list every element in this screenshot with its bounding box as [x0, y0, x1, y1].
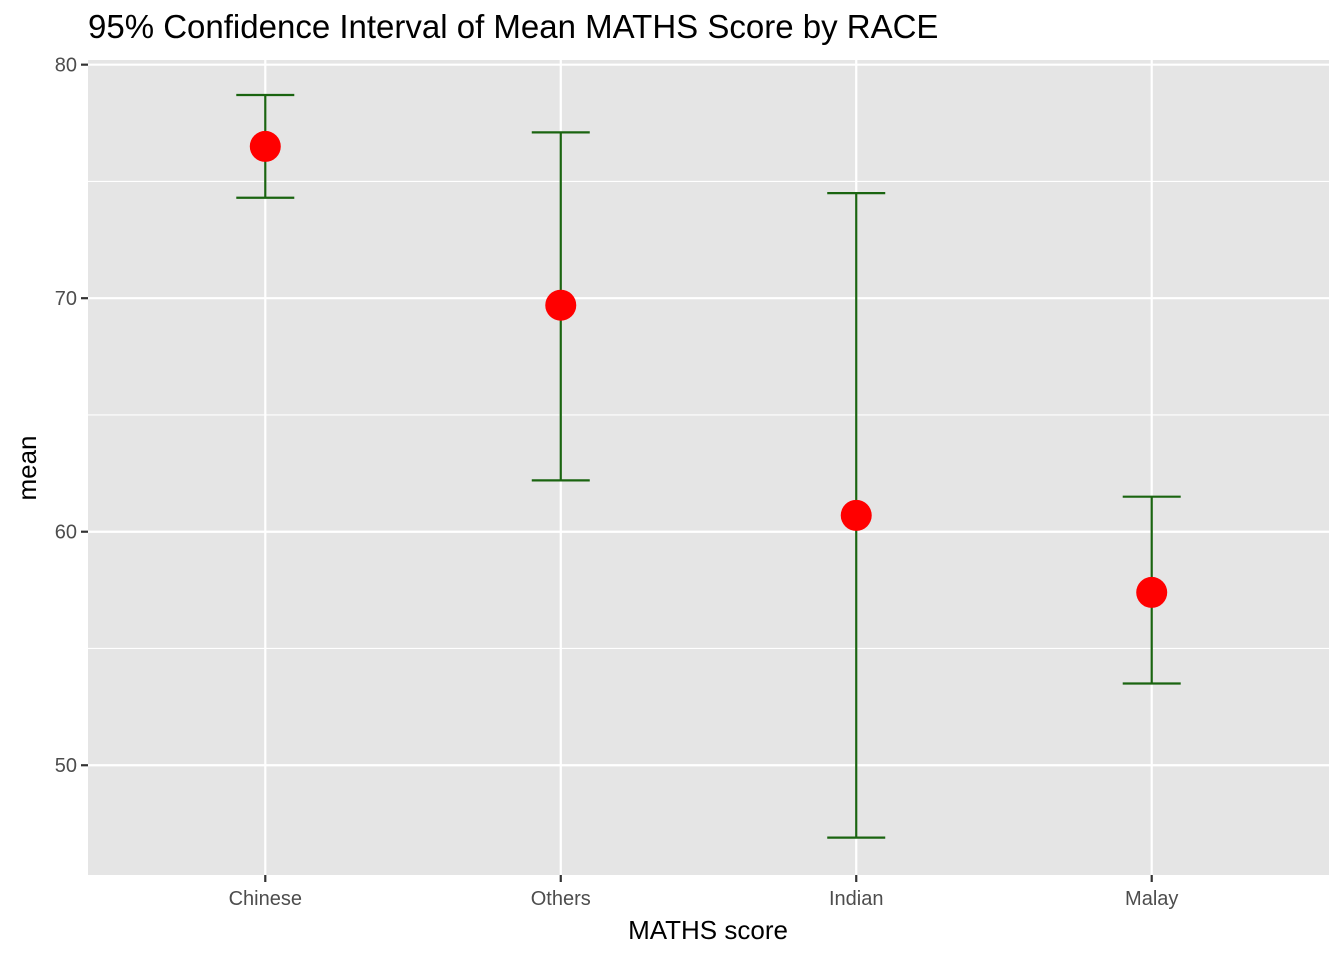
mean-point	[840, 499, 872, 531]
x-tick-label: Malay	[1125, 888, 1178, 910]
y-tick-label: 70	[55, 288, 77, 310]
x-axis-title: MATHS score	[628, 915, 788, 945]
mean-point	[545, 289, 577, 321]
minor-gridlines	[88, 180, 1329, 650]
y-tick-label: 50	[55, 755, 77, 777]
x-tick-label: Indian	[829, 888, 884, 910]
x-axis-ticks: Chinese Others Indian Malay	[229, 875, 1178, 910]
y-axis-title: mean	[12, 435, 42, 500]
plot-panel	[88, 60, 1329, 875]
x-tick-label: Chinese	[229, 888, 302, 910]
mean-points	[249, 130, 1168, 608]
mean-point	[1136, 576, 1168, 608]
x-tick-label: Others	[531, 888, 591, 910]
y-tick-label: 80	[55, 55, 77, 77]
y-tick-label: 60	[55, 522, 77, 544]
chart-title: 95% Confidence Interval of Mean MATHS Sc…	[88, 8, 938, 45]
y-axis-ticks: 50 60 70 80	[55, 55, 88, 777]
mean-point	[249, 130, 281, 162]
